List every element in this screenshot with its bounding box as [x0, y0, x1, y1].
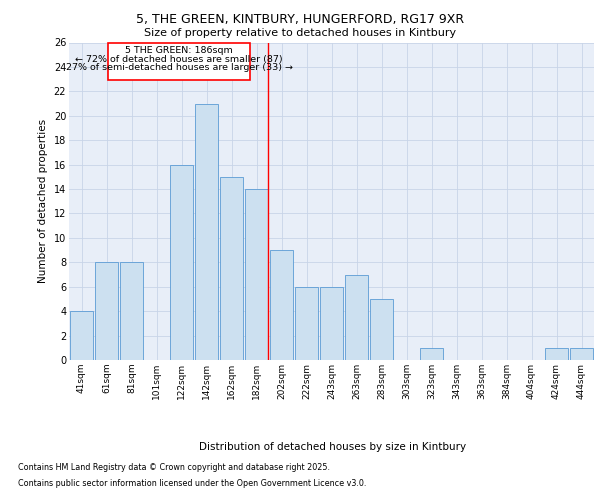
Bar	[119, 262, 143, 360]
Bar	[295, 286, 319, 360]
Bar	[95, 262, 118, 360]
Text: Distribution of detached houses by size in Kintbury: Distribution of detached houses by size …	[199, 442, 467, 452]
Bar	[320, 286, 343, 360]
Text: 5, THE GREEN, KINTBURY, HUNGERFORD, RG17 9XR: 5, THE GREEN, KINTBURY, HUNGERFORD, RG17…	[136, 12, 464, 26]
Bar	[545, 348, 568, 360]
Bar	[370, 299, 394, 360]
Bar	[70, 311, 94, 360]
Bar	[419, 348, 443, 360]
Text: Size of property relative to detached houses in Kintbury: Size of property relative to detached ho…	[144, 28, 456, 38]
Text: Contains public sector information licensed under the Open Government Licence v3: Contains public sector information licen…	[18, 478, 367, 488]
Y-axis label: Number of detached properties: Number of detached properties	[38, 119, 48, 284]
Bar	[569, 348, 593, 360]
Bar	[220, 177, 244, 360]
Bar	[108, 43, 250, 80]
Bar	[194, 104, 218, 360]
Bar	[170, 164, 193, 360]
Text: ← 72% of detached houses are smaller (87): ← 72% of detached houses are smaller (87…	[75, 54, 283, 64]
Bar	[245, 189, 268, 360]
Text: 27% of semi-detached houses are larger (33) →: 27% of semi-detached houses are larger (…	[65, 64, 293, 72]
Text: 5 THE GREEN: 186sqm: 5 THE GREEN: 186sqm	[125, 46, 233, 55]
Bar	[269, 250, 293, 360]
Text: Contains HM Land Registry data © Crown copyright and database right 2025.: Contains HM Land Registry data © Crown c…	[18, 464, 330, 472]
Bar	[344, 274, 368, 360]
